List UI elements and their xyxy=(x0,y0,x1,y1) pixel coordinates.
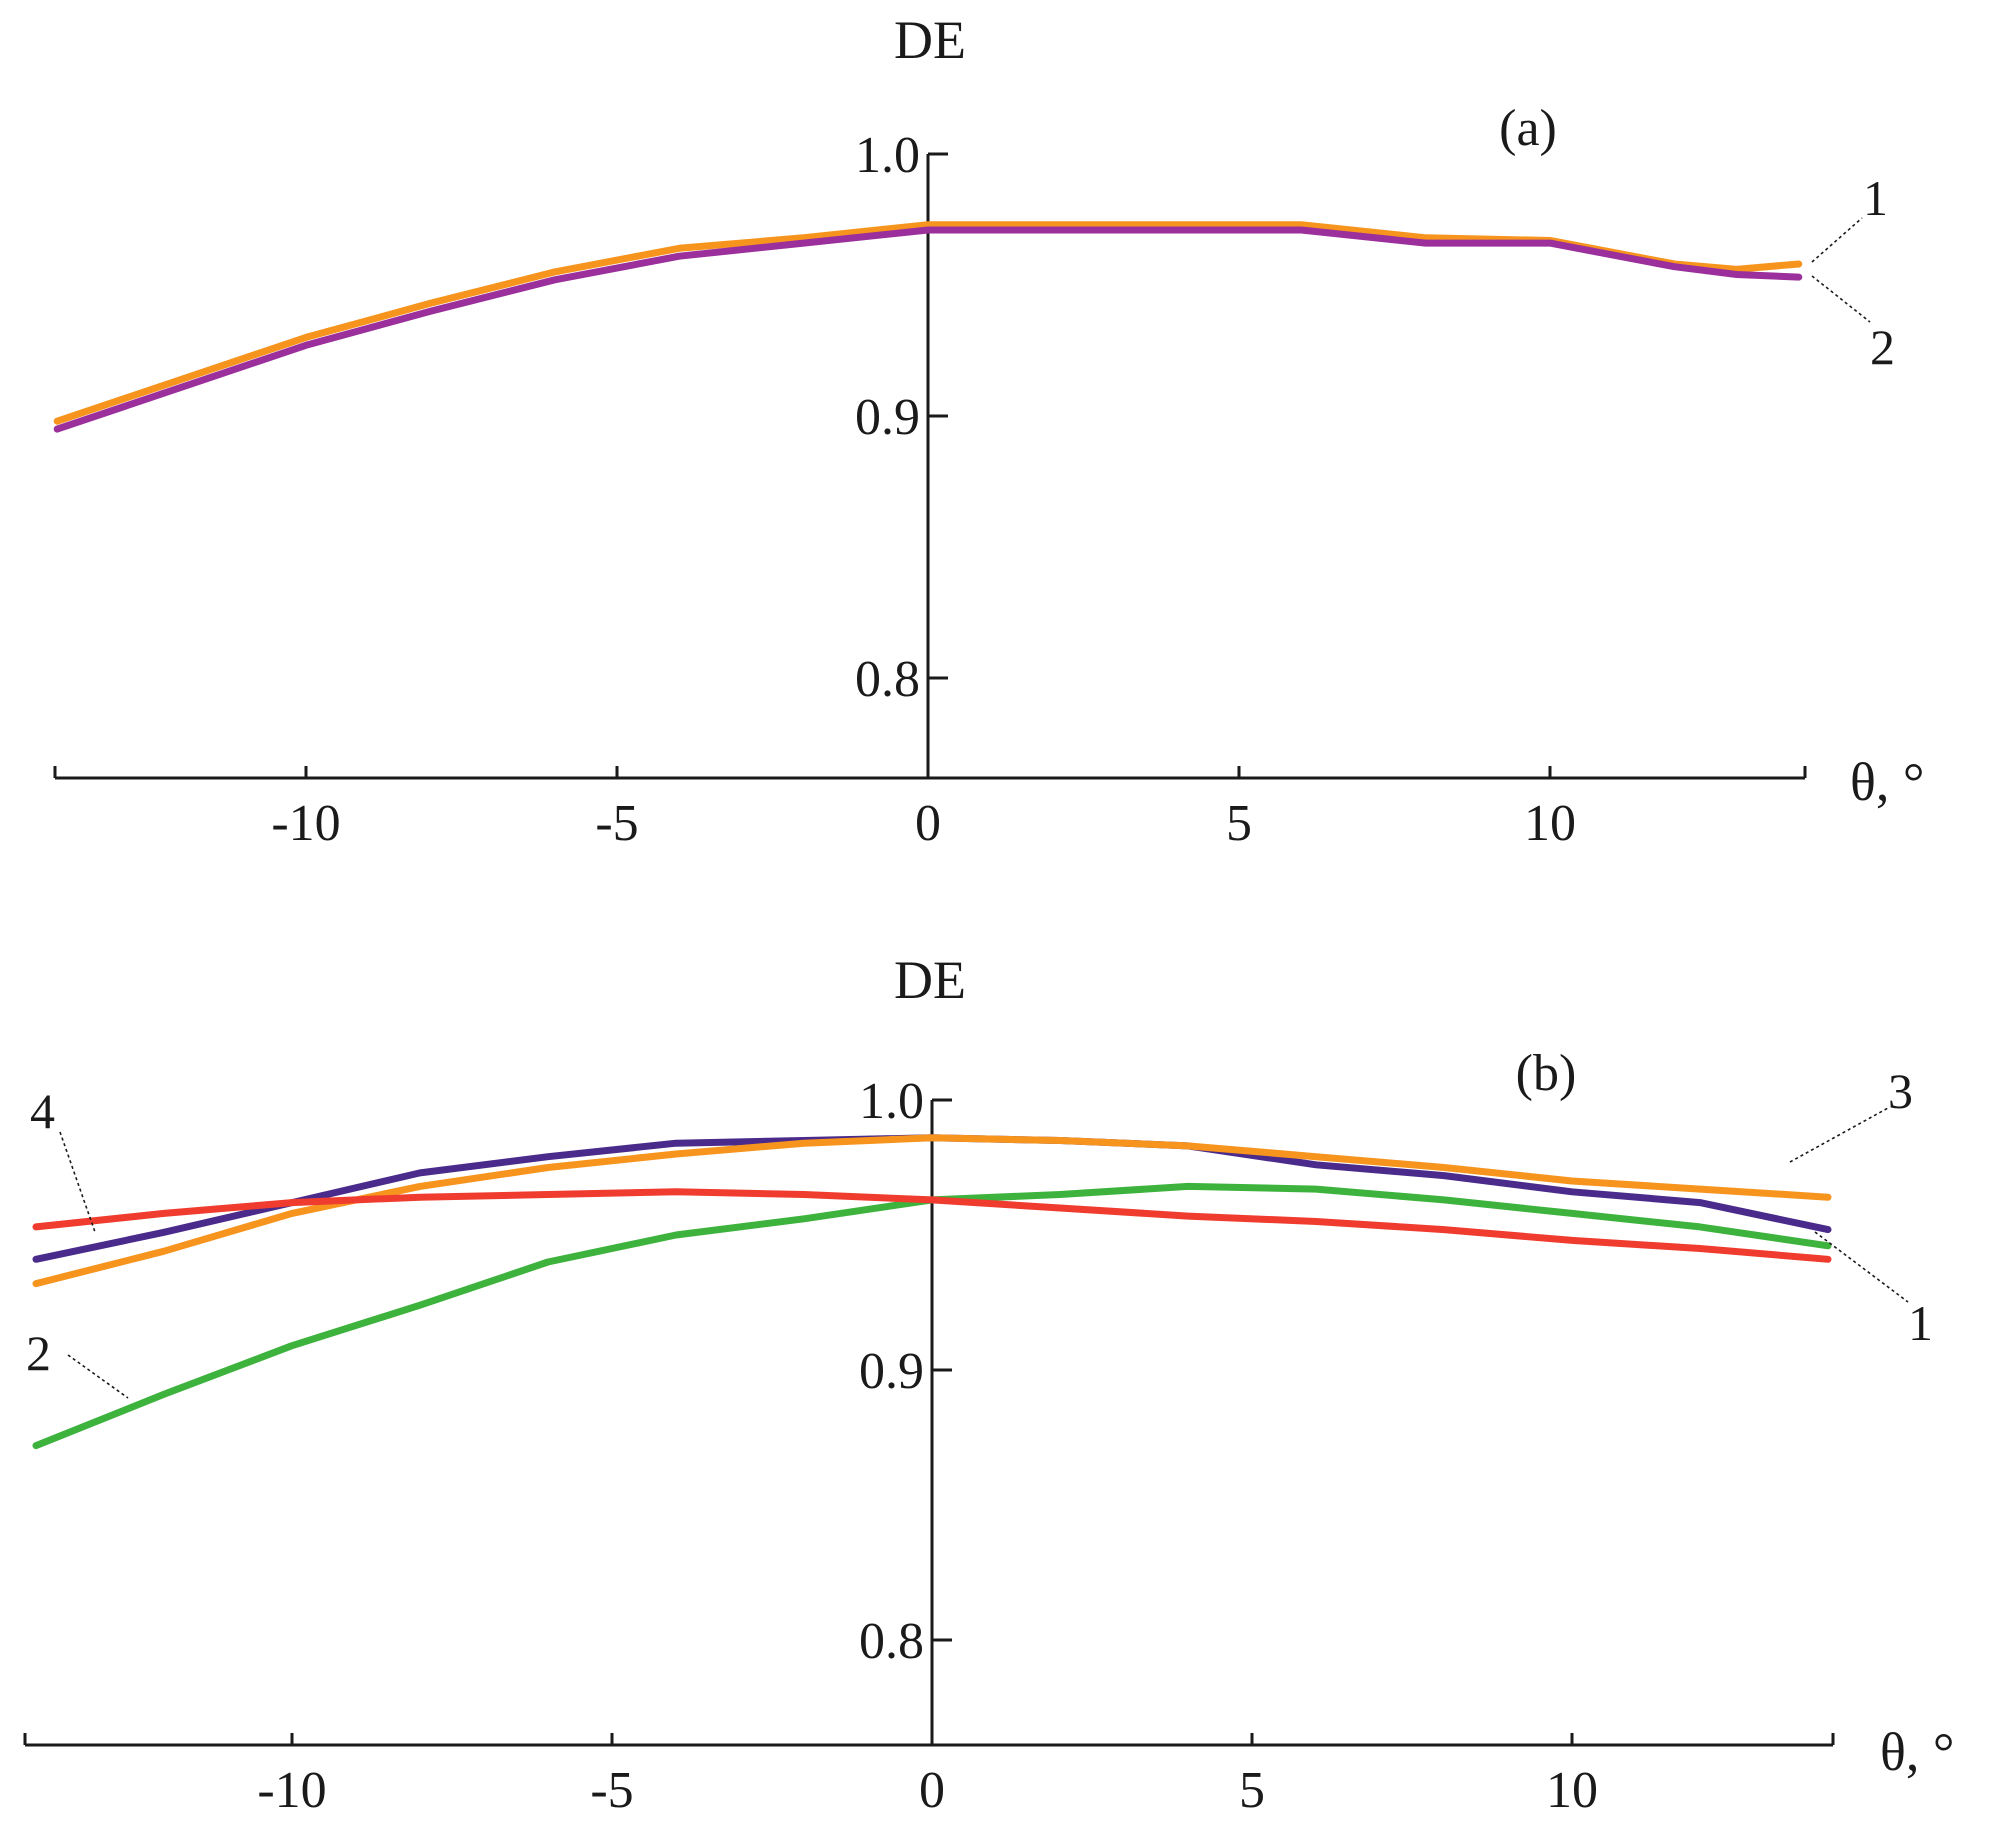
panel-b-axes: -10 -5 0 5 10 0.8 0.9 1.0 xyxy=(23,1073,1835,1819)
panel-b-leader-3 xyxy=(1789,1107,1889,1163)
panel-a-y-tick-label: 0.8 xyxy=(855,651,920,708)
panel-b-xlabel: θ, ° xyxy=(1880,1722,1954,1782)
panel-a-xlabel: θ, ° xyxy=(1850,752,1924,812)
panel-a-series-labels: 1 2 xyxy=(1811,170,1895,375)
panel-a-label: (a) xyxy=(1499,100,1557,157)
panel-a-x-tick-label: 0 xyxy=(915,795,941,852)
panel-a-series xyxy=(53,221,1803,433)
panel-a-x-tick-label: -10 xyxy=(271,795,340,852)
panel-a-leader-2 xyxy=(1811,275,1871,323)
panel-b-series-labels: 3 1 4 2 xyxy=(26,1063,1933,1399)
panel-a-series-2-line xyxy=(53,226,1803,433)
panel-a-y-tick-label: 1.0 xyxy=(855,127,920,184)
panel-b: DE (b) θ, ° -10 -5 0 5 10 0.8 0.9 1.0 3 1 4 2 xyxy=(23,950,1954,1819)
panel-b-series-label-4: 4 xyxy=(30,1083,55,1139)
panel-a-axes: -10 -5 0 5 10 0.8 0.9 1.0 xyxy=(53,127,1807,852)
panel-a-leader-1 xyxy=(1811,217,1863,263)
panel-b-x-tick-label: -10 xyxy=(257,1762,326,1819)
panel-b-x-tick-label: -5 xyxy=(590,1762,633,1819)
panel-a-ylabel: DE xyxy=(894,10,966,70)
panel-a-x-tick-label: 5 xyxy=(1226,795,1252,852)
panel-b-series xyxy=(32,1134,1832,1450)
panel-b-leader-2 xyxy=(67,1354,129,1399)
panel-b-series-3-line xyxy=(32,1134,1832,1288)
panel-b-label: (b) xyxy=(1516,1045,1577,1102)
panel-b-x-tick-label: 10 xyxy=(1546,1762,1598,1819)
panel-b-series-4-line xyxy=(32,1188,1832,1263)
panel-b-leader-4 xyxy=(59,1131,96,1233)
panel-a-x-tick-label: -5 xyxy=(595,795,638,852)
panel-a-y-tick-label: 0.9 xyxy=(855,389,920,446)
panel-a: DE (a) θ, ° -10 -5 0 5 10 0.8 0.9 1.0 1 2 xyxy=(53,10,1924,852)
panel-b-y-tick-label: 0.8 xyxy=(859,1613,924,1670)
panel-b-x-tick-label: 0 xyxy=(919,1762,945,1819)
panel-b-leader-1 xyxy=(1814,1231,1909,1303)
panel-a-series-label-2: 2 xyxy=(1870,319,1895,375)
panel-b-series-label-2: 2 xyxy=(26,1325,51,1381)
panel-b-y-tick-label: 1.0 xyxy=(859,1073,924,1130)
panel-b-y-tick-label: 0.9 xyxy=(859,1343,924,1400)
panel-b-x-tick-label: 5 xyxy=(1239,1762,1265,1819)
panel-b-ylabel: DE xyxy=(894,950,966,1010)
panel-a-series-label-1: 1 xyxy=(1863,170,1888,226)
panel-b-series-label-3: 3 xyxy=(1888,1063,1913,1119)
panel-b-series-label-1: 1 xyxy=(1908,1295,1933,1351)
panel-a-x-tick-label: 10 xyxy=(1524,795,1576,852)
